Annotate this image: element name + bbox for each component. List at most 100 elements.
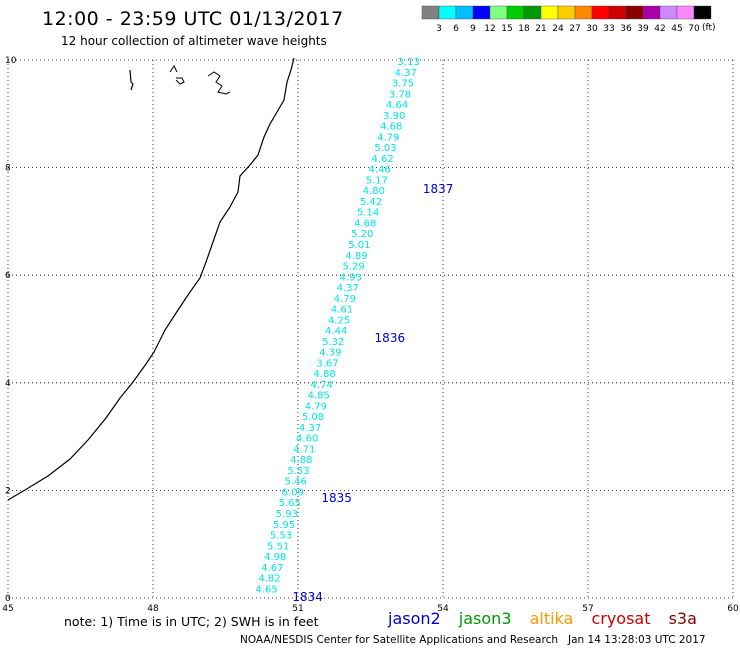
y-tick-label: 8 <box>5 164 11 174</box>
color-scale-swatch <box>591 5 610 20</box>
color-scale-swatch <box>489 5 508 20</box>
wave-height-label: 4.79 <box>305 401 327 412</box>
wave-height-label: 5.93 <box>276 509 298 520</box>
color-scale-swatch <box>540 5 559 20</box>
color-scale-swatch <box>472 5 491 20</box>
wave-height-label: 5.53 <box>270 531 292 542</box>
color-scale-label: 3 <box>436 24 442 34</box>
footer-credit: NOAA/NESDIS Center for Satellite Applica… <box>240 634 706 646</box>
wave-height-label: 4.79 <box>377 132 399 143</box>
wave-height-label: 5.51 <box>267 541 289 552</box>
color-scale-label: 39 <box>637 24 649 34</box>
color-scale-label: 33 <box>603 24 614 34</box>
color-scale-swatch <box>523 5 542 20</box>
grid-lines <box>7 59 734 599</box>
wave-height-label: 4.37 <box>337 283 359 294</box>
color-scale-label: 36 <box>620 24 632 34</box>
wave-height-label: 4.68 <box>380 122 402 133</box>
color-scale-label: 21 <box>535 24 546 34</box>
wave-height-label: 4.80 <box>363 186 385 197</box>
color-scale-swatch <box>659 5 678 20</box>
wave-height-label: 4.60 <box>296 434 318 445</box>
x-tick-label: 51 <box>292 604 303 614</box>
wave-height-label: 5.42 <box>360 197 382 208</box>
color-scale-label: 18 <box>518 24 530 34</box>
wave-height-label: 4.93 <box>340 272 362 283</box>
wave-height-label: 4.85 <box>308 391 330 402</box>
color-scale-unit: (ft) <box>702 23 716 33</box>
wave-height-label: 5.29 <box>342 262 364 273</box>
wave-height-label: 4.62 <box>371 154 393 165</box>
wave-height-label: 4.71 <box>293 444 315 455</box>
color-scale-label: 42 <box>654 24 665 34</box>
x-tick-label: 54 <box>437 604 449 614</box>
y-tick-label: 6 <box>5 271 11 281</box>
color-scale-label: 9 <box>470 24 476 34</box>
wave-height-label: 4.74 <box>311 380 333 391</box>
coastline <box>7 57 295 501</box>
island-2 <box>169 65 185 85</box>
wave-height-label: 4.61 <box>331 305 353 316</box>
x-tick-label: 57 <box>582 604 593 614</box>
footer-note: note: 1) Time is in UTC; 2) SWH is in fe… <box>64 614 319 629</box>
wave-height-label: 4.39 <box>319 348 341 359</box>
wave-height-label: 5.32 <box>322 337 344 348</box>
x-tick-label: 60 <box>727 604 739 614</box>
color-scale-label: 15 <box>501 24 512 34</box>
wave-height-label: 5.17 <box>366 175 388 186</box>
wave-height-label: 4.46 <box>369 165 391 176</box>
y-tick-label: 4 <box>5 379 11 389</box>
axis-labels: 45 48 51 54 57 60 0 2 4 6 8 10 <box>2 56 739 614</box>
color-scale-label: 24 <box>552 24 564 34</box>
wave-height-label: 4.82 <box>258 574 280 585</box>
legend-cryosat: cryosat <box>591 609 651 628</box>
legend-jason3: jason3 <box>458 609 512 628</box>
wave-height-label: 4.37 <box>299 423 321 434</box>
wave-height-label: 4.67 <box>261 563 283 574</box>
chart-title: 12:00 - 23:59 UTC 01/13/2017 <box>42 8 344 30</box>
wave-height-label: 4.25 <box>328 315 350 326</box>
wave-height-label: 4.98 <box>264 552 286 563</box>
island-3 <box>207 71 231 95</box>
color-scale-swatch <box>557 5 576 20</box>
legend-s3a: s3a <box>668 609 697 628</box>
color-scale-label: 70 <box>688 24 700 34</box>
wave-height-label: 4.79 <box>334 294 356 305</box>
color-scale: 3 6 9 12 15 18 21 24 27 30 33 36 39 42 45 70 <box>421 5 712 34</box>
wave-height-label: 4.37 <box>395 68 417 79</box>
wave-height-label: 5.53 <box>287 466 309 477</box>
y-tick-label: 2 <box>5 486 11 496</box>
color-scale-swatch <box>693 5 712 20</box>
data-marks: 4.654.824.674.985.515.535.955.935.656.09… <box>255 57 453 604</box>
wave-height-label: 5.03 <box>374 143 396 154</box>
wave-height-label: 4.88 <box>313 369 335 380</box>
legend-altika: altika <box>529 609 574 628</box>
satellite-legend: jason2 jason3 altika cryosat s3a <box>388 609 710 628</box>
wave-height-label: 4.44 <box>325 326 347 337</box>
wave-height-label: 5.20 <box>351 229 373 240</box>
color-scale-label: 27 <box>569 24 580 34</box>
color-scale-swatch <box>455 5 474 20</box>
wave-height-label: 4.88 <box>290 455 312 466</box>
wave-height-label: 5.14 <box>357 208 379 219</box>
pass-time-label: 1835 <box>321 491 352 505</box>
wave-height-label: 3.90 <box>383 111 405 122</box>
color-scale-swatch <box>574 5 593 20</box>
color-scale-label: 45 <box>671 24 682 34</box>
color-scale-swatch <box>421 5 440 20</box>
color-scale-swatch <box>625 5 644 20</box>
color-scale-swatch <box>506 5 525 20</box>
wave-height-label: 5.08 <box>302 412 324 423</box>
color-scale-label: 6 <box>453 24 459 34</box>
color-scale-swatch <box>438 5 457 20</box>
color-scale-swatch <box>642 5 661 20</box>
pass-time-label: 1836 <box>375 331 406 345</box>
chart-subtitle: 12 hour collection of altimeter wave hei… <box>61 34 327 48</box>
color-scale-label: 12 <box>484 24 495 34</box>
x-tick-label: 48 <box>147 604 159 614</box>
pass-time-label: 1837 <box>423 182 454 196</box>
wave-height-label: 5.01 <box>348 240 370 251</box>
legend-jason2: jason2 <box>388 609 441 628</box>
wave-height-label: 3.13 <box>398 57 420 68</box>
